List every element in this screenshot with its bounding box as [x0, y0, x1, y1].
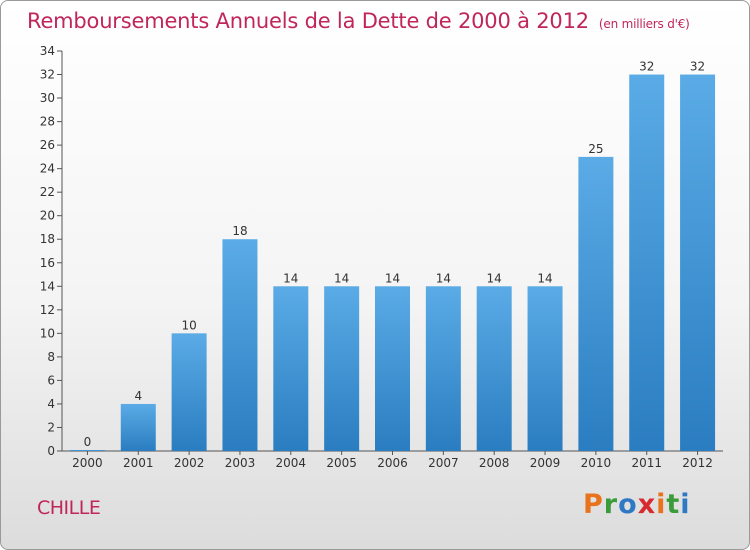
x-tick-label-2002: 2002 [174, 456, 205, 470]
y-tick-label: 34 [40, 44, 55, 58]
data-label-2005: 14 [334, 271, 349, 285]
y-tick-label: 32 [40, 68, 55, 82]
x-tick-label-2005: 2005 [326, 456, 357, 470]
data-label-2001: 4 [134, 389, 142, 403]
y-tick-label: 28 [40, 115, 55, 129]
commune-name: CHILLE [37, 497, 101, 519]
data-label-2009: 14 [537, 271, 552, 285]
data-label-2011: 32 [639, 60, 654, 74]
title-text: Remboursements Annuels de la Dette de 20… [27, 9, 589, 33]
bar-2012 [680, 74, 716, 451]
data-label-2002: 10 [181, 318, 196, 332]
x-tick-label-2012: 2012 [682, 456, 713, 470]
bar-2003 [222, 239, 258, 451]
x-tick-label-2011: 2011 [631, 456, 662, 470]
y-tick-label: 10 [40, 326, 55, 340]
data-label-2010: 25 [588, 142, 603, 156]
y-tick-label: 22 [40, 185, 55, 199]
bar-2000 [69, 450, 105, 451]
bar-2001 [120, 403, 156, 451]
data-label-2004: 14 [283, 271, 298, 285]
data-label-2006: 14 [385, 271, 400, 285]
y-tick-label: 24 [40, 162, 55, 176]
bar-2008 [476, 286, 512, 451]
y-tick-label: 30 [40, 91, 55, 105]
bar-2006 [375, 286, 410, 451]
y-tick-label: 14 [40, 279, 55, 293]
x-tick-label-2000: 2000 [72, 456, 103, 470]
y-tick-label: 18 [40, 232, 55, 246]
logo-letter: x [637, 489, 657, 520]
y-tick-label: 12 [40, 303, 55, 317]
x-tick-label-2003: 2003 [225, 456, 256, 470]
x-tick-label-2009: 2009 [530, 456, 561, 470]
y-tick-label: 6 [47, 373, 55, 387]
logo-letter: i [656, 489, 667, 520]
bar-2005 [324, 286, 360, 451]
y-tick-label: 20 [40, 209, 55, 223]
logo-letter: i [680, 489, 691, 520]
logo-letter: P [583, 489, 604, 520]
logo-letter: o [618, 489, 638, 520]
x-tick-label-2001: 2001 [123, 456, 154, 470]
x-tick-label-2010: 2010 [581, 456, 612, 470]
data-label-2003: 18 [232, 224, 247, 238]
bar-2007 [425, 286, 461, 451]
x-tick-label-2004: 2004 [276, 456, 307, 470]
data-label-2008: 14 [487, 271, 502, 285]
data-label-2000: 0 [84, 435, 92, 449]
y-tick-label: 8 [47, 350, 55, 364]
chart-title: Remboursements Annuels de la Dette de 20… [27, 9, 690, 33]
bar-2011 [629, 74, 665, 451]
y-tick-label: 0 [47, 444, 55, 458]
y-tick-label: 16 [40, 256, 55, 270]
x-tick-label-2006: 2006 [377, 456, 408, 470]
x-tick-label-2008: 2008 [479, 456, 510, 470]
bar-2010 [578, 156, 614, 451]
bars: 0 4 10 18 14 14 14 14 14 14 25 32 32 [69, 60, 716, 451]
bar-2002 [171, 333, 207, 451]
unit-label: (en milliers d'€) [598, 17, 690, 31]
x-tick-label-2007: 2007 [428, 456, 459, 470]
y-tick-label: 26 [40, 138, 55, 152]
data-label-2012: 32 [690, 60, 705, 74]
logo-letter: r [603, 489, 619, 520]
bar-2004 [273, 286, 309, 451]
logo-letter: t [666, 489, 681, 520]
y-tick-label: 4 [47, 397, 55, 411]
proxiti-logo[interactable]: Proxiti [583, 489, 691, 520]
data-label-2007: 14 [436, 271, 451, 285]
bar-2009 [527, 286, 563, 451]
y-tick-label: 2 [47, 420, 55, 434]
